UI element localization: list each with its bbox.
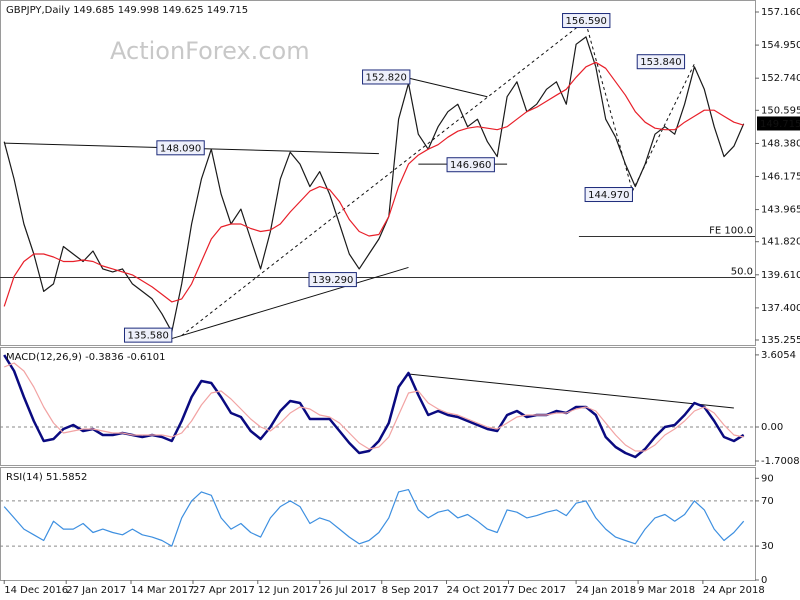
- last-price-label: 149.715: [760, 119, 800, 130]
- y-tick-label: 139.610: [761, 270, 800, 281]
- x-tick-label: 24 Oct 2017: [447, 585, 509, 596]
- panel-title: RSI(14) 51.5852: [6, 472, 87, 483]
- annotation-label: 156.590: [566, 16, 607, 27]
- x-tick-label: 14 Dec 2016: [4, 585, 68, 596]
- y-tick-label: 150.595: [761, 105, 800, 116]
- y-tick-label: 141.820: [761, 237, 800, 248]
- trend-line: [408, 373, 734, 409]
- x-tick-label: 14 Mar 2017: [131, 585, 194, 596]
- y-tick-label: -1.7008: [761, 456, 800, 467]
- annotation-box: [362, 69, 411, 85]
- x-tick-label: 24 Apr 2018: [703, 585, 765, 596]
- panel-title: MACD(12,26,9) -0.3836 -0.6101: [6, 352, 166, 363]
- y-tick-label: 135.255: [761, 335, 800, 346]
- annotation-label: 135.580: [127, 331, 168, 342]
- watermark: ActionForex.com: [110, 37, 310, 65]
- x-tick-label: 27 Apr 2017: [193, 585, 255, 596]
- annotation-box: [156, 140, 205, 156]
- y-tick-label: 30: [761, 541, 774, 552]
- annotation-label: 139.290: [312, 275, 353, 286]
- x-tick-label: 26 Jul 2017: [320, 585, 377, 596]
- y-tick-label: 70: [761, 496, 774, 507]
- annotation-box: [123, 327, 173, 343]
- annotation-box: [584, 187, 633, 203]
- x-tick-label: 8 Sep 2017: [382, 585, 439, 596]
- x-tick-label: 27 Jan 2017: [66, 585, 126, 596]
- level-label: FE 100.0: [709, 225, 753, 236]
- x-tick-label: 24 Jan 2018: [576, 585, 636, 596]
- y-tick-label: 152.740: [761, 73, 800, 84]
- y-tick-label: 0: [761, 575, 767, 586]
- y-tick-label: 148.380: [761, 138, 800, 149]
- trend-line: [398, 75, 488, 98]
- y-tick-label: 154.950: [761, 40, 800, 51]
- annotation-label: 148.090: [160, 143, 201, 154]
- x-tick-label: 9 Mar 2018: [638, 585, 695, 596]
- y-tick-label: 0.00: [761, 422, 783, 433]
- panel-title: GBPJPY,Daily 149.685 149.998 149.625 149…: [6, 5, 248, 16]
- y-tick-label: 137.400: [761, 303, 800, 314]
- y-tick-label: 157.160: [761, 7, 800, 18]
- y-tick-label: 143.965: [761, 205, 800, 216]
- trend-line: [171, 266, 409, 340]
- annotation-box: [446, 157, 495, 173]
- annotation-label: 144.970: [588, 190, 629, 201]
- level-label: 50.0: [731, 266, 753, 277]
- annotation-label: 153.840: [640, 57, 681, 68]
- x-tick-label: 7 Dec 2017: [508, 585, 566, 596]
- y-tick-label: 146.175: [761, 171, 800, 182]
- x-tick-label: 12 Jun 2017: [258, 585, 318, 596]
- annotation-label: 152.820: [366, 72, 407, 83]
- annotation-label: 146.960: [450, 160, 491, 171]
- series-line: [3, 362, 744, 452]
- y-tick-label: 90: [761, 473, 774, 484]
- series-line: [3, 61, 744, 307]
- annotation-box: [636, 54, 686, 70]
- series-line: [3, 489, 745, 547]
- y-tick-label: 3.6054: [761, 350, 796, 361]
- trend-line: [181, 19, 587, 336]
- series-line: [3, 36, 745, 333]
- last-price-tag: [757, 116, 800, 131]
- annotation-box: [562, 13, 611, 29]
- annotation-box: [308, 272, 357, 288]
